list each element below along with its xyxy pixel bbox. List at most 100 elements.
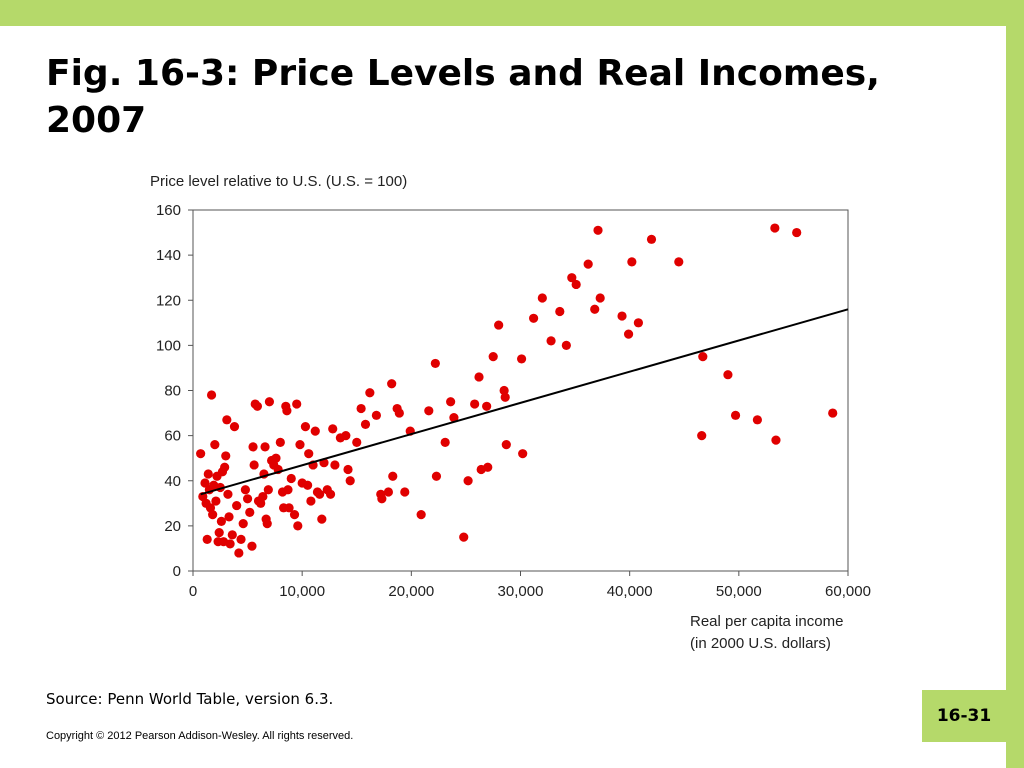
data-point — [723, 370, 733, 380]
x-tick-label: 20,000 — [388, 583, 434, 600]
data-point — [752, 415, 762, 425]
x-tick-label: 60,000 — [825, 583, 871, 600]
data-point — [646, 234, 657, 244]
data-point — [284, 503, 294, 513]
data-point — [360, 419, 371, 429]
data-point — [341, 431, 351, 441]
data-point — [225, 539, 235, 549]
data-point — [238, 519, 248, 529]
data-point — [303, 480, 313, 490]
y-tick-label: 140 — [156, 247, 181, 264]
data-point — [293, 521, 303, 531]
data-point — [567, 273, 577, 283]
data-point — [345, 476, 355, 486]
data-point — [483, 462, 493, 472]
data-point — [236, 534, 246, 545]
data-point — [730, 410, 741, 420]
data-point — [633, 318, 644, 328]
y-tick-label: 80 — [164, 383, 181, 400]
data-point — [518, 449, 528, 459]
data-point — [240, 485, 250, 495]
data-point — [282, 406, 292, 416]
data-point — [770, 223, 780, 233]
data-point — [315, 489, 325, 499]
data-point — [388, 471, 398, 481]
x-axis-label-line-1: Real per capita income — [690, 613, 843, 630]
y-tick-label: 160 — [156, 202, 181, 219]
data-point — [248, 442, 258, 452]
x-tick-label: 30,000 — [498, 583, 544, 600]
data-point — [501, 440, 511, 450]
x-axis-label-line-2: (in 2000 U.S. dollars) — [690, 635, 831, 652]
data-point — [242, 494, 253, 504]
data-point — [325, 489, 336, 499]
data-point — [200, 478, 210, 488]
data-point — [828, 408, 838, 418]
data-point — [474, 372, 484, 382]
data-point — [431, 471, 442, 481]
data-point — [264, 397, 275, 407]
data-point — [232, 500, 242, 511]
data-point — [283, 485, 293, 495]
page-number: 16-31 — [936, 706, 992, 726]
data-point — [304, 449, 314, 459]
x-tick-label: 50,000 — [716, 583, 762, 600]
data-point — [371, 410, 381, 420]
data-point — [220, 462, 230, 472]
data-point — [263, 485, 273, 495]
y-axis-ticks: 0 20 40 60 80 100 120 140 160 — [156, 202, 193, 580]
data-point — [529, 313, 539, 323]
data-point — [249, 460, 259, 470]
data-point — [271, 453, 281, 463]
x-axis-ticks: 0 10,000 20,000 30,000 40,000 50,000 60,000 — [189, 571, 871, 600]
x-tick-label: 0 — [189, 583, 197, 600]
data-point — [245, 507, 255, 517]
data-point — [488, 352, 498, 362]
data-point — [252, 401, 263, 411]
data-point — [210, 440, 220, 450]
data-point — [583, 259, 593, 269]
data-point — [674, 257, 684, 267]
data-point — [494, 320, 504, 330]
data-point — [377, 494, 387, 504]
x-tick-label: 10,000 — [279, 583, 325, 600]
data-point — [214, 528, 224, 538]
data-point — [470, 399, 480, 409]
data-point — [247, 541, 257, 551]
data-point — [365, 388, 375, 398]
data-point — [343, 464, 353, 475]
data-point — [590, 304, 600, 314]
data-point — [463, 476, 473, 486]
data-point — [482, 401, 492, 411]
data-point — [440, 437, 450, 447]
data-point — [430, 358, 440, 369]
data-point — [394, 408, 404, 418]
data-point — [698, 352, 708, 362]
data-point — [499, 385, 509, 396]
data-point — [571, 279, 581, 290]
data-point — [206, 390, 217, 400]
data-point — [258, 491, 268, 502]
scatter-chart: Price level relative to U.S. (U.S. = 100… — [150, 173, 871, 652]
data-point — [595, 293, 605, 303]
data-point — [227, 530, 237, 540]
data-point — [387, 379, 397, 389]
data-point — [593, 225, 603, 235]
y-tick-label: 60 — [164, 428, 181, 445]
data-point — [289, 509, 300, 520]
source-note: Source: Penn World Table, version 6.3. — [46, 690, 334, 708]
data-point — [555, 306, 565, 317]
data-point — [286, 473, 296, 484]
data-point — [234, 548, 244, 558]
data-point — [627, 257, 637, 267]
y-tick-label: 120 — [156, 292, 181, 309]
data-point — [446, 397, 456, 407]
data-point — [221, 451, 231, 461]
data-point — [383, 487, 394, 497]
slide-title: Fig. 16-3: Price Levels and Real Incomes… — [46, 53, 880, 141]
data-point — [449, 412, 459, 423]
data-point — [202, 534, 212, 545]
data-point — [260, 442, 270, 452]
x-tick-label: 40,000 — [607, 583, 653, 600]
data-point — [292, 399, 302, 409]
